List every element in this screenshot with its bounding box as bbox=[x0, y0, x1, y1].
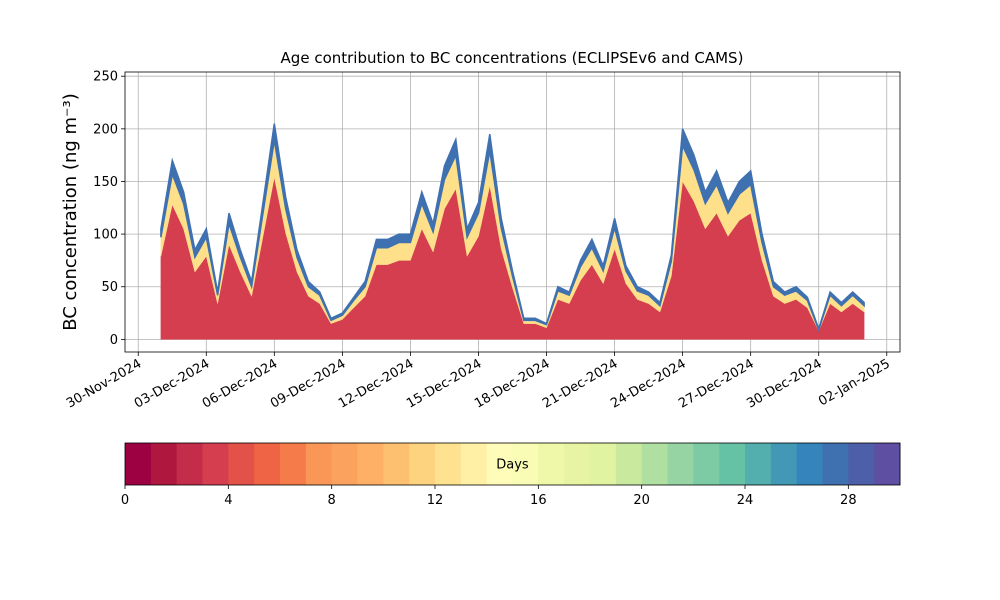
colorbar-cell bbox=[719, 443, 746, 485]
colorbar-cell bbox=[745, 443, 772, 485]
x-tick-label: 30-Dec-2024 bbox=[744, 356, 824, 411]
y-tick-label: 100 bbox=[93, 228, 118, 243]
x-tick-label: 02-Jan-2025 bbox=[816, 356, 893, 409]
y-tick-label: 250 bbox=[93, 70, 118, 85]
colorbar-cell bbox=[486, 443, 513, 485]
colorbar-cell bbox=[280, 443, 307, 485]
x-tick-label: 12-Dec-2024 bbox=[336, 356, 416, 411]
x-tick-label: 24-Dec-2024 bbox=[608, 356, 688, 411]
colorbar-tick-label: 28 bbox=[840, 493, 857, 508]
colorbar-cell bbox=[770, 443, 798, 485]
colorbar-cell bbox=[176, 443, 203, 485]
x-tick-label: 21-Dec-2024 bbox=[540, 356, 620, 411]
colorbar-cell bbox=[538, 443, 565, 485]
colorbar-cell bbox=[435, 443, 462, 485]
colorbar-tick-label: 4 bbox=[224, 493, 232, 508]
colorbar-tick-label: 16 bbox=[530, 493, 547, 508]
colorbar-tick-label: 24 bbox=[737, 493, 754, 508]
y-tick-label: 0 bbox=[110, 333, 118, 348]
colorbar-cell bbox=[228, 443, 255, 485]
chart-title: Age contribution to BC concentrations (E… bbox=[281, 49, 744, 67]
colorbar-cell bbox=[305, 443, 333, 485]
x-tick-label: 18-Dec-2024 bbox=[472, 356, 552, 411]
colorbar-tick-label: 12 bbox=[427, 493, 444, 508]
colorbar-tick-label: 8 bbox=[328, 493, 336, 508]
plot-frame bbox=[124, 71, 901, 353]
colorbar-cell bbox=[693, 443, 720, 485]
colorbar-frame bbox=[124, 442, 901, 486]
y-tick-label: 150 bbox=[93, 175, 118, 190]
colorbar-cell bbox=[331, 443, 358, 485]
x-tick-label: 30-Nov-2024 bbox=[64, 356, 144, 411]
x-tick-label: 09-Dec-2024 bbox=[268, 356, 348, 411]
colorbar-cell bbox=[874, 443, 901, 485]
colorbar-cell bbox=[512, 443, 539, 485]
colorbar-cell bbox=[125, 443, 152, 485]
colorbar-cell bbox=[409, 443, 436, 485]
colorbar-label: Days bbox=[496, 458, 529, 473]
colorbar-cell bbox=[383, 443, 410, 485]
x-tick-label: 27-Dec-2024 bbox=[676, 356, 756, 411]
colorbar-cell bbox=[150, 443, 178, 485]
colorbar-cell bbox=[564, 443, 591, 485]
x-tick-label: 06-Dec-2024 bbox=[200, 356, 280, 411]
colorbar-cell bbox=[848, 443, 875, 485]
area bbox=[160, 123, 865, 333]
colorbar-cell bbox=[641, 443, 668, 485]
x-tick-label: 15-Dec-2024 bbox=[404, 356, 484, 411]
y-axis-label: BC concentration (ng m⁻³) bbox=[60, 93, 81, 331]
colorbar-cell bbox=[460, 443, 488, 485]
colorbar-tick-label: 0 bbox=[121, 493, 129, 508]
x-tick-label: 03-Dec-2024 bbox=[132, 356, 212, 411]
colorbar-cell bbox=[667, 443, 694, 485]
y-tick-label: 50 bbox=[101, 280, 118, 295]
colorbar-tick-label: 20 bbox=[633, 493, 650, 508]
colorbar-cell bbox=[590, 443, 617, 485]
colorbar-cell bbox=[822, 443, 849, 485]
colorbar-cell bbox=[615, 443, 643, 485]
colorbar-cell bbox=[357, 443, 384, 485]
colorbar-cell bbox=[254, 443, 281, 485]
colorbar-cell bbox=[796, 443, 823, 485]
colorbar-cell bbox=[202, 443, 229, 485]
y-tick-label: 200 bbox=[93, 122, 118, 137]
